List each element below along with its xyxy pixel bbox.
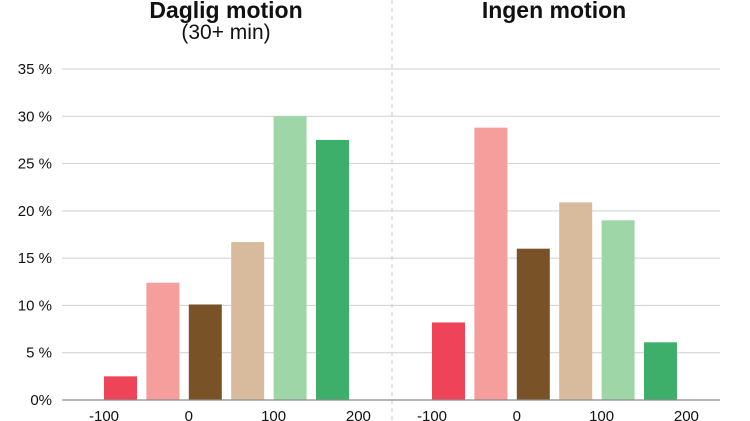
y-tick-label: 15 % [18,250,52,267]
y-tick-label: 0% [30,392,52,409]
bar-ingen-2 [516,248,550,400]
x-axis-tick-labels: -100 0 100 200 -100 0 100 200 [89,408,699,421]
bar-ingen-5 [644,342,677,400]
bar-ingen-4 [601,220,635,400]
bar-daglig-5 [316,139,349,400]
bars [104,116,677,401]
y-tick-label: 5 % [26,345,52,362]
y-tick-label: 25 % [18,156,52,173]
y-tick-label: 30 % [18,108,52,125]
bar-daglig-0 [104,376,137,400]
x-tick-label: 100 [261,408,286,421]
left-panel-title: Daglig motion [149,0,302,23]
y-axis-tick-labels: 0% 5 % 10 % 15 % 20 % 25 % 30 % 35 % [18,61,52,409]
x-tick-label: 200 [346,408,371,421]
x-tick-label: 100 [589,408,614,421]
x-tick-label: 0 [513,408,521,421]
bar-ingen-0 [432,322,465,400]
x-tick-label: 200 [674,408,699,421]
left-panel-subtitle: (30+ min) [181,21,270,44]
bar-daglig-3 [231,242,265,400]
bar-daglig-1 [146,282,180,400]
y-tick-label: 20 % [18,203,52,220]
bar-daglig-2 [188,304,222,400]
y-tick-label: 10 % [18,297,52,314]
right-panel-title: Ingen motion [482,0,626,23]
x-tick-label: 0 [185,408,193,421]
bar-ingen-3 [559,202,593,400]
y-tick-label: 35 % [18,61,52,78]
x-tick-label: -100 [417,408,447,421]
x-tick-label: -100 [89,408,119,421]
bar-ingen-1 [474,127,508,401]
bar-daglig-4 [273,116,307,401]
